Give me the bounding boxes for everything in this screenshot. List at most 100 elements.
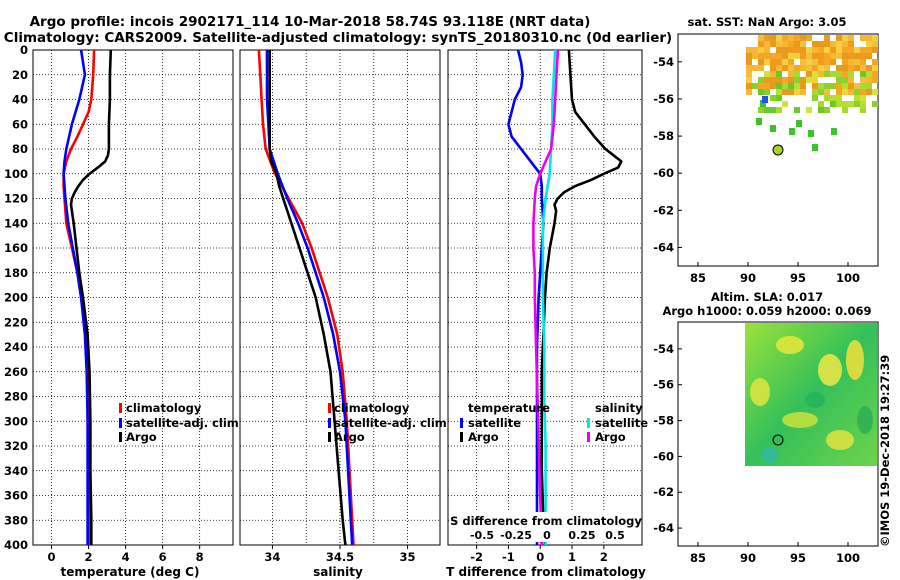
sst-pixel bbox=[872, 65, 878, 71]
sst-pixel bbox=[842, 41, 848, 47]
sst-pixel bbox=[782, 83, 788, 89]
sst-pixel bbox=[806, 53, 812, 59]
sst-pixel bbox=[836, 71, 842, 77]
sst-pixel bbox=[854, 95, 860, 101]
sst-pixel bbox=[800, 77, 806, 83]
sst-pixel bbox=[764, 77, 770, 83]
sla-anomaly-blob bbox=[846, 340, 864, 380]
sst-pixel bbox=[866, 77, 872, 83]
sst-pixel bbox=[872, 89, 878, 95]
sst-pixel bbox=[788, 41, 794, 47]
x-tick-label: 1 bbox=[568, 550, 576, 564]
sst-pixel bbox=[842, 107, 848, 113]
sst-pixel bbox=[824, 83, 830, 89]
difference-legend-salinity: salinity satellite Argo bbox=[587, 401, 648, 444]
argo-position-marker bbox=[772, 144, 784, 156]
sst-pixel bbox=[794, 77, 800, 83]
sst-pixel bbox=[848, 47, 854, 53]
sst-pixel bbox=[854, 89, 860, 95]
sst-pixel bbox=[764, 71, 770, 77]
sst-pixel bbox=[848, 83, 854, 89]
legend-label-climatology: climatology bbox=[334, 401, 410, 415]
sst-pixel bbox=[872, 101, 878, 107]
x-tick-label: 8 bbox=[196, 550, 204, 564]
sst-pixel bbox=[806, 47, 812, 53]
legend-swatch-s-argo bbox=[587, 432, 590, 442]
sst-pixel bbox=[831, 128, 837, 135]
sst-pixel bbox=[812, 71, 818, 77]
sst-pixel bbox=[848, 35, 854, 41]
sst-pixel bbox=[770, 59, 776, 65]
sst-pixel bbox=[794, 107, 800, 113]
sst-pixel bbox=[866, 83, 872, 89]
sst-pixel bbox=[866, 35, 872, 41]
sst-pixel bbox=[770, 77, 776, 83]
sst-pixel bbox=[830, 101, 836, 107]
depth-tick-label: 180 bbox=[4, 266, 28, 280]
map-y-tick-label: -60 bbox=[653, 449, 674, 463]
sst-pixel bbox=[746, 47, 752, 53]
sst-pixel bbox=[812, 41, 818, 47]
sst-pixel bbox=[830, 47, 836, 53]
sst-pixel bbox=[776, 71, 782, 77]
sst-pixel bbox=[770, 41, 776, 47]
map-y-tick-label: -58 bbox=[653, 414, 674, 428]
legend-label-satellite-adj: satellite-adj. clim. bbox=[126, 416, 243, 430]
sst-pixel bbox=[818, 47, 824, 53]
sst-pixel bbox=[842, 77, 848, 83]
depth-tick-label: 400 bbox=[4, 538, 28, 552]
sst-pixel bbox=[824, 107, 830, 113]
sst-pixel bbox=[800, 53, 806, 59]
sst-pixel bbox=[770, 95, 776, 101]
sst-pixel bbox=[794, 89, 800, 95]
depth-tick-label: 380 bbox=[4, 513, 28, 527]
sst-pixel bbox=[830, 71, 836, 77]
s-difference-top-ticks: -0.5 -0.25 0 0.25 0.5 bbox=[470, 529, 625, 542]
legend-label-satellite-adj: satellite-adj. clim. bbox=[334, 416, 451, 430]
sst-pixel bbox=[812, 77, 818, 83]
sst-map-y-ticks: -54 -56 -58 -60 -62 -64 bbox=[653, 55, 682, 254]
sst-pixel bbox=[818, 65, 824, 71]
sst-pixel bbox=[848, 65, 854, 71]
depth-tick-label: 360 bbox=[4, 489, 28, 503]
sst-pixel bbox=[818, 107, 824, 113]
sst-pixel bbox=[800, 65, 806, 71]
difference-x-ticks: -2 -1 0 1 2 bbox=[470, 545, 608, 564]
salinity-grid bbox=[240, 50, 440, 545]
legend-swatch-satellite-adj bbox=[328, 418, 331, 428]
legend-label-t-satellite: satellite bbox=[468, 416, 521, 430]
sst-pixel bbox=[752, 35, 758, 41]
sst-pixel bbox=[824, 41, 830, 47]
sst-pixel bbox=[836, 35, 842, 41]
x-tick-label: 35 bbox=[400, 550, 416, 564]
depth-tick-label: 100 bbox=[4, 167, 28, 181]
series-line-climatology bbox=[257, 49, 355, 546]
sla-anomaly-blob bbox=[857, 406, 873, 434]
depth-tick-label: 240 bbox=[4, 340, 28, 354]
sst-pixel bbox=[842, 83, 848, 89]
depth-axis-ticks: 0 20 40 60 80 100 120 140 160 180 200 220 240 260 280 3… bbox=[4, 43, 28, 552]
sst-pixel bbox=[788, 53, 794, 59]
map-x-tick-label: 90 bbox=[740, 551, 756, 565]
sst-pixel bbox=[866, 65, 872, 71]
sst-pixel bbox=[794, 65, 800, 71]
sst-pixel bbox=[818, 89, 824, 95]
sst-pixel bbox=[860, 59, 866, 65]
s-diff-tick: 0.5 bbox=[605, 529, 625, 542]
sla-anomaly-blob bbox=[782, 412, 818, 428]
sst-pixel bbox=[788, 59, 794, 65]
sst-pixel bbox=[860, 71, 866, 77]
x-tick-label: 2 bbox=[600, 550, 608, 564]
sst-pixel bbox=[836, 95, 842, 101]
map-x-tick-label: 85 bbox=[690, 551, 706, 565]
map-y-tick-label: -64 bbox=[653, 240, 674, 254]
x-tick-label: 0 bbox=[536, 550, 544, 564]
sst-pixel bbox=[776, 95, 782, 101]
sst-pixel bbox=[860, 35, 866, 41]
sst-pixel bbox=[854, 53, 860, 59]
legend-swatch-t-argo bbox=[460, 432, 463, 442]
sst-pixel bbox=[806, 71, 812, 77]
sst-pixel bbox=[752, 65, 758, 71]
sst-pixel bbox=[760, 100, 766, 107]
legend-swatch-satellite-adj bbox=[119, 418, 122, 428]
